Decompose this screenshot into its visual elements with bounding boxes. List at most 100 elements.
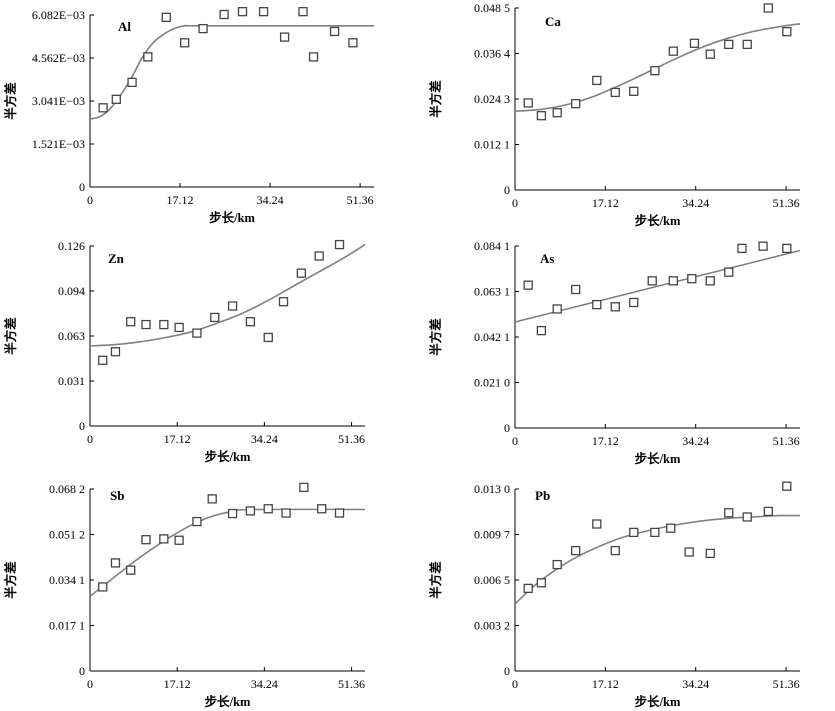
x-tick-label: 17.12 [164,677,191,691]
y-tick-label: 6.082E−03 [32,8,85,22]
y-axis-title: 半方差 [3,561,18,599]
data-point-square [650,66,660,76]
y-tick-label: 0.048 5 [474,1,510,15]
y-tick-label: 0.036 4 [474,47,510,61]
y-tick-label: 0 [79,180,85,194]
data-point-square [737,243,747,254]
panel-label: Al [118,19,131,34]
data-point-square [552,108,562,118]
data-point-square [245,317,256,327]
panel-label: As [540,251,554,266]
data-point-square [126,317,136,327]
data-point-square [329,26,340,37]
x-tick-label: 51.36 [773,196,800,210]
x-axis-title: 步长/km [205,694,251,709]
data-point-square [610,302,620,312]
data-point-square [245,506,256,516]
x-tick-label: 17.12 [592,677,619,691]
data-point-square [552,559,562,570]
data-point-square [782,243,792,254]
data-point-square [592,519,602,529]
panel-label: Pb [535,488,550,503]
data-point-square [571,545,581,556]
data-point-square [192,328,202,338]
y-tick-label: 0 [504,421,510,435]
panel-pb: 0 0.003 2 0.006 5 0.009 7 0.013 0 0 17.12 34.24… [428,481,801,709]
y-tick-label: 0.009 7 [474,528,510,542]
data-point-square [263,332,273,343]
data-point-square [278,297,289,307]
data-point-square [296,268,306,278]
data-point-square [629,86,639,96]
y-tick-label: 0 [504,183,510,197]
data-point-square [159,319,169,330]
data-point-square [299,482,309,493]
data-point-square [141,535,151,545]
data-point-square [98,103,108,113]
data-point-square [650,527,660,538]
x-tick-label: 34.24 [251,677,278,691]
y-tick-label: 0.024 3 [474,92,510,106]
data-point-square [174,322,184,333]
y-axis-title: 半方差 [428,318,443,356]
x-tick-label: 0 [87,677,93,691]
data-point-square [536,578,547,588]
x-tick-label: 34.24 [257,193,284,207]
data-point-square [629,297,639,308]
panel-zn: 0 0.031 0.063 0.094 0.126 0 17.12 34.24 51.36 步长/… [3,239,366,464]
data-point-square [127,77,137,88]
x-tick-label: 0 [512,677,518,691]
data-point-square [724,39,734,50]
data-point-square [705,548,715,559]
panel-as: 0 0.021 0 0.042 1 0.063 1 0.084 1 0 17.12 34.24… [428,239,801,466]
data-point-square [281,508,291,518]
data-point-square [126,565,136,575]
data-point-square [279,32,290,42]
data-point-square [227,301,238,311]
fitted-model-curve [514,23,801,112]
data-point-square [192,516,202,527]
y-axis-title: 半方差 [3,317,18,355]
fitted-model-curve [89,508,366,597]
data-point-square [110,558,121,568]
x-axis-title: 步长/km [635,213,681,228]
data-point-square [705,276,715,286]
y-tick-label: 3.041E−03 [32,94,85,108]
data-point-square [758,241,768,251]
x-axis-title: 步长/km [209,210,255,225]
data-point-square [263,504,273,514]
fitted-model-curve [89,24,374,120]
x-axis-title: 步长/km [635,451,681,466]
y-tick-label: 0 [504,664,510,678]
data-point-square [668,276,678,286]
data-point-square [552,304,562,314]
data-point-square [523,98,533,108]
data-point-square [308,52,319,62]
x-tick-label: 0 [87,432,93,446]
data-point-square [763,3,773,13]
x-tick-label: 34.24 [682,434,709,448]
x-tick-label: 17.12 [592,196,619,210]
data-point-square [258,7,269,17]
y-tick-label: 0.006 5 [474,573,510,587]
data-point-square [143,52,153,62]
data-point-square [334,239,345,250]
data-point-square [592,75,602,86]
y-tick-label: 1.521E−03 [32,137,85,151]
y-axis-title: 半方差 [3,82,18,120]
data-point-square [314,251,324,261]
panel-sb: 0 0.017 1 0.034 1 0.051 2 0.068 2 0 17.12 34.24… [3,482,365,709]
y-tick-label: 0.126 [58,239,85,253]
panel-label: Sb [110,488,124,503]
data-point-square [782,26,792,37]
data-point-square [98,355,108,365]
data-point-square [724,508,734,518]
data-point-square [110,347,121,357]
x-tick-label: 34.24 [682,677,709,691]
data-point-square [536,325,547,336]
data-point-square [742,512,752,522]
data-point-square [98,582,108,592]
x-axis-title: 步长/km [205,449,251,464]
x-tick-label: 51.36 [773,434,800,448]
data-point-square [689,38,700,48]
